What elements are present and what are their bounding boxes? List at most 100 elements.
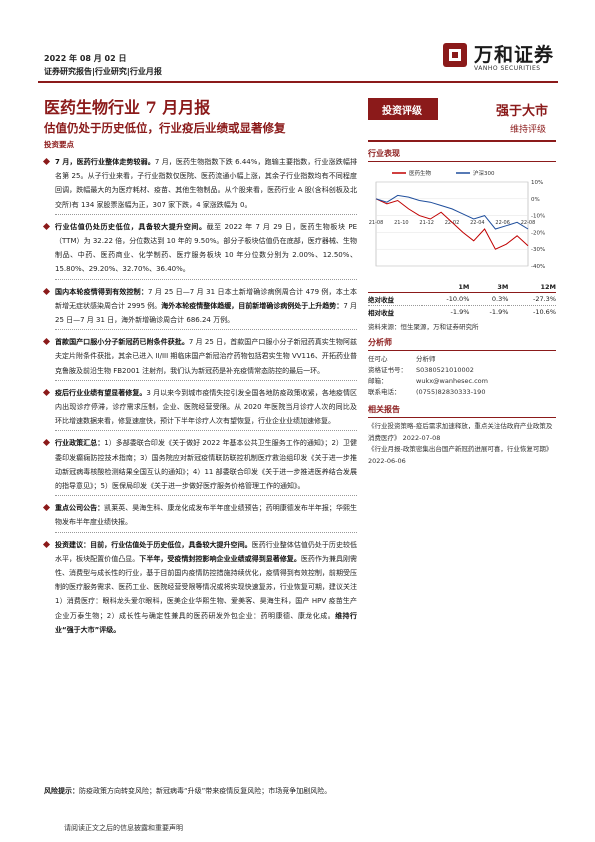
y-tick-label: -40% [531,264,545,270]
perf-col-12m: 12M [508,282,556,293]
perf-cell: -27.3% [508,292,556,306]
rating-sub: 维持评级 [509,125,546,135]
diamond-bullet-icon [42,388,51,396]
y-tick-label: 0% [531,197,540,203]
key-point-paragraph: 行业政策汇总：1）多部委联合印发《关于做好 2022 年基本公共卫生服务工作的通… [42,436,358,497]
perf-chart: 10% 0% -10% -20% -30% -40% 21-08 21-10 21-12 22-0… [368,166,556,278]
perf-cell: -1.9% [450,308,470,316]
perf-source: 资料来源：恒生聚源，万和证券研究所 [368,323,479,331]
x-tick-label: 21-12 [419,220,434,226]
key-point-paragraph: 重点公司公告：凯莱英、昊海生科、康龙化成发布半年度业绩预告；药明康德发布半年报；… [42,501,358,533]
key-point-lead: 行业政策汇总： [55,439,105,448]
key-point-lead: 疫后行业业绩有望显著修复。 [55,388,147,397]
paragraph-divider [55,531,357,533]
diamond-bullet-icon [42,222,51,230]
y-tick-label: -30% [531,247,545,253]
logo-cn: 万和证券 [474,44,555,66]
series-line-pharma [375,198,529,250]
risk-lead: 风险提示： [44,787,79,795]
related-report-item[interactable]: 《行业投资策略-疫后需求加速释放，重点关注估政府产业政策及消费医疗》 2022-… [368,422,553,442]
y-tick-label: -10% [531,214,545,220]
key-point-text: 1）多部委联合印发《关于做好 2022 年基本公共卫生服务工作的通知》；2）卫健… [55,439,358,491]
key-point-text: 7 月，医药生物指数下跌 6.44%，跑输主要指数，行业涨跌幅排名第 25。从子… [55,158,358,209]
analyst-key: 邮箱： [368,377,388,385]
analyst-row: 任可心 分析师 [368,354,556,365]
key-point-lead: 投资建议：目前，行业估值处于历史低位，具备较大提升空间。 [55,540,252,549]
related-heading: 相关报告 [368,404,556,418]
key-point-paragraph: 7 月，医药行业整体走势较弱。7 月，医药生物指数下跌 6.44%，跑输主要指数… [42,155,358,215]
analyst-email[interactable]: wukx@wanhesec.com [416,377,488,385]
section-label: 投资要点 [44,140,74,149]
analyst-key: 任可心 [368,355,388,363]
analyst-row: 邮箱： wukx@wanhesec.com [368,376,556,387]
key-point-lead: 行业估值仍处历史低位，具备较大提升空间。 [55,222,207,231]
x-tick-label: 21-10 [394,220,409,226]
paragraph-divider [55,430,357,432]
perf-row-relative: 相对收益 -1.9% -1.9% -10.6% [368,306,556,319]
key-point-text: 7 月 25 日，首款国产口服小分子新冠药真实生物阿兹夫定片附条件获批，其余已进… [55,338,357,375]
key-point-lead: 海外本轮疫情整体趋缓，目前新增确诊病例处于上升趋势： [161,301,344,310]
x-tick-label: 22-02 [445,220,460,226]
key-point-lead: 维持行业“强于大市”评级。 [55,611,358,634]
analyst-heading: 分析师 [368,337,556,351]
perf-cell: 0.3% [469,292,509,306]
perf-heading: 行业表现 [368,148,556,162]
paragraph-divider [55,495,357,497]
paragraph-divider [55,329,357,331]
perf-table: 1M 3M 12M 绝对收益 -10.0% 0.3% -27.3% 相对收益 -… [368,282,556,318]
y-tick-label: 10% [531,180,543,186]
key-point-text: 医药作为兼具刚需性、消费型与成长性的行业，基于目前国内疫情防控措施持续优化，疫情… [55,554,358,620]
perf-row-label: 相对收益 [368,309,394,317]
perf-header-blank [368,282,422,293]
paragraph-divider [55,278,357,280]
sidebar: 投资评级 强于大市 维持评级 行业表现 10% 0% -10% -20% -30% -40… [368,98,556,467]
perf-chart-svg: 10% 0% -10% -20% -30% -40% 21-08 21-10 21-12 22-0… [369,169,545,270]
paragraph-divider [55,213,357,215]
diamond-bullet-icon [42,287,51,295]
legend-label: 沪深300 [473,169,495,177]
perf-col-1m: 1M [421,282,470,293]
analyst-value: (0755)82830333-190 [416,388,486,396]
key-point-lead: 重点公司公告： [55,504,105,513]
x-tick-label: 22-04 [470,220,485,226]
risk-note: 风险提示：防疫政策方向转变风险；新冠病毒“升级”带来疫情反复风险；市场竞争加剧风… [44,785,357,798]
analyst-key: 联系电话： [368,388,401,396]
diamond-bullet-icon [42,439,51,447]
perf-cell: -10.6% [533,308,556,316]
key-point-lead: 国内本轮疫情得到有效控制： [55,287,148,296]
related-reports: 《行业投资策略-疫后需求加速释放，重点关注估政府产业政策及消费医疗》 2022-… [368,421,556,467]
risk-text: 防疫政策方向转变风险；新冠病毒“升级”带来疫情反复风险；市场竞争加剧风险。 [79,787,332,795]
diamond-bullet-icon [42,338,51,346]
key-point-paragraph: 行业估值仍处历史低位，具备较大提升空间。截至 2022 年 7 月 29 日，医… [42,220,357,280]
key-point-text: 7 月 25 日—7 月 31 日本土新增确诊病例周合计 479 例，本土本新增… [55,287,358,310]
report-subtitle: 估值仍处于历史低位，行业疫后业绩或显著修复 [44,121,286,135]
key-points: 7 月，医药行业整体走势较弱。7 月，医药生物指数下跌 6.44%，跑输主要指数… [42,155,358,642]
diamond-bullet-icon [42,540,51,548]
logo-mark-icon [443,43,467,67]
report-category: 证券研究报告|行业研究|行业月报 [44,67,162,76]
key-point-text: 7 月 25 日—7 月 31 日，海外新增确诊周合计 686.24 万例。 [55,301,357,325]
rating-value: 强于大市 [495,104,548,119]
analyst-key: 资格证书号： [368,366,407,374]
perf-row-label: 绝对收益 [368,292,422,306]
report-date: 2022 年 08 月 02 日 [44,54,127,63]
series-line-csi300 [375,194,529,230]
diamond-bullet-icon [42,157,51,166]
key-point-paragraph: 首款国产口服小分子新冠药已附条件获批。7 月 25 日，首款国产口服小分子新冠药… [42,335,357,381]
key-point-lead: 首款国产口服小分子新冠药已附条件获批。 [55,338,189,347]
analyst-row: 资格证书号： S0380521010002 [368,365,556,376]
key-point-paragraph: 国内本轮疫情得到有效控制：7 月 25 日—7 月 31 日本土新增确诊病例周合… [42,285,358,331]
analyst-row: 联系电话： (0755)82830333-190 [368,387,556,398]
analyst-info: 任可心 分析师 资格证书号： S0380521010002 邮箱： wukx@wanh… [368,354,556,398]
key-point-text: 凯莱英、昊海生科、康龙化成发布半年度业绩预告；药明康德发布半年报；华熙生物发布半… [55,504,358,527]
paragraph-divider [55,379,357,381]
header-rule [38,81,558,83]
key-point-text: 3 月以来今到城市疫情失控引发全国各地防疫政策收紧，各地疫情区内出现诊疗停滞，诊… [55,388,357,426]
logo-en: VANHO SECURITIES [474,65,541,72]
x-tick-label: 22-06 [495,220,510,226]
key-point-lead: 7 月，医药行业整体走势较弱。 [55,158,155,166]
company-logo: 万和证券 VANHO SECURITIES [442,40,557,76]
analyst-value: S0380521010002 [416,366,474,374]
y-tick-label: -20% [531,230,545,236]
related-report-item[interactable]: 《行业月报-政策密集出台国产新冠药进展可喜，行业恢复可期》 2022-06-06 [368,445,553,465]
